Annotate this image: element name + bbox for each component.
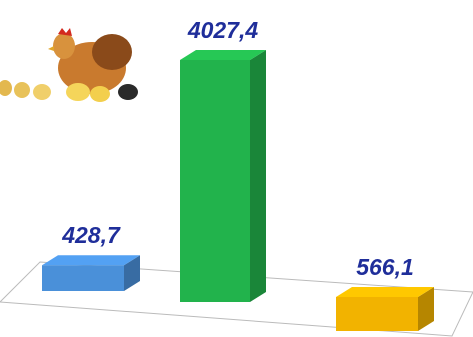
value-label: 566,1 — [356, 254, 414, 280]
bar — [180, 60, 250, 302]
bars: 428,7 4027,4 566,1 — [42, 17, 434, 331]
bar-top — [180, 50, 266, 60]
hen-illustration — [0, 28, 138, 102]
value-label: 4027,4 — [187, 17, 259, 43]
bar-side — [124, 255, 140, 291]
bar-top — [336, 286, 434, 297]
bar-side — [418, 286, 434, 331]
bar — [42, 265, 124, 291]
bar — [336, 296, 418, 331]
bar-side — [250, 50, 266, 302]
bar-top — [42, 255, 140, 266]
value-label: 428,7 — [61, 222, 121, 248]
